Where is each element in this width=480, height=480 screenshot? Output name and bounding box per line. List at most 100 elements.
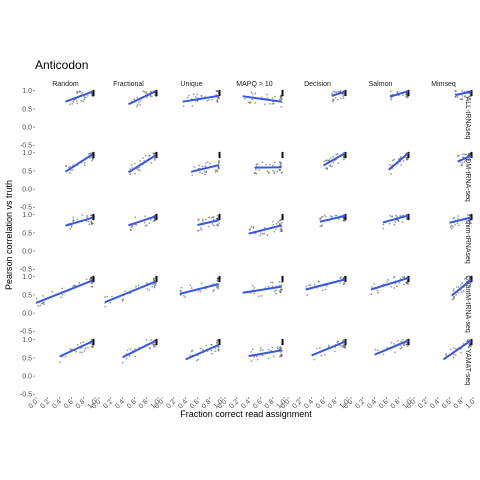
- fit-line: [449, 216, 472, 224]
- scatter-point: [204, 165, 206, 167]
- scatter-point: [218, 213, 221, 216]
- scatter-point: [323, 160, 326, 163]
- scatter-point: [251, 284, 254, 287]
- scatter-point: [206, 161, 209, 164]
- scatter-point: [281, 97, 283, 100]
- scatter-point: [201, 172, 204, 175]
- scatter-point: [148, 154, 151, 157]
- scatter-point: [470, 151, 473, 154]
- scatter-point: [153, 219, 156, 221]
- scatter-point: [90, 222, 93, 225]
- y-tick-label: 0.5: [22, 168, 32, 175]
- facet-panel: [319, 213, 347, 228]
- scatter-point: [218, 151, 221, 154]
- scatter-point: [71, 169, 74, 171]
- scatter-point: [391, 159, 394, 162]
- scatter-point: [468, 157, 471, 160]
- scatter-point: [136, 168, 139, 170]
- fit-line: [185, 343, 220, 361]
- scatter-point: [394, 351, 396, 354]
- scatter-point: [217, 286, 220, 288]
- scatter-point: [454, 347, 457, 350]
- scatter-point: [453, 296, 456, 298]
- scatter-point: [343, 158, 345, 161]
- scatter-point: [135, 224, 138, 226]
- scatter-point: [390, 341, 393, 344]
- scatter-point: [214, 169, 217, 172]
- scatter-point: [91, 285, 94, 288]
- x-tick-label: 0.8: [453, 398, 465, 410]
- facet-panel: [179, 275, 221, 299]
- scatter-point: [194, 96, 197, 98]
- scatter-point: [465, 153, 467, 156]
- scatter-point: [64, 164, 67, 167]
- scatter-point: [152, 283, 155, 286]
- scatter-point: [271, 285, 274, 288]
- x-tick-label: 1.0: [276, 398, 288, 410]
- fit-line: [388, 152, 409, 171]
- scatter-point: [203, 170, 206, 173]
- scatter-point: [139, 159, 141, 162]
- scatter-point: [41, 302, 43, 305]
- scatter-point: [332, 161, 335, 164]
- scatter-point: [151, 343, 154, 346]
- fit-line: [128, 90, 157, 106]
- scatter-point: [195, 359, 198, 362]
- scatter-point: [104, 296, 106, 298]
- x-tick-label: 0.8: [264, 398, 276, 410]
- scatter-point: [400, 340, 403, 343]
- scatter-point: [463, 161, 466, 163]
- scatter-point: [193, 166, 196, 169]
- scatter-point: [450, 224, 453, 227]
- scatter-point: [452, 289, 455, 292]
- scatter-point: [83, 98, 86, 101]
- scatter-point: [261, 161, 264, 164]
- scatter-point: [405, 156, 408, 159]
- scatter-point: [406, 345, 409, 348]
- scatter-point: [337, 340, 340, 343]
- scatter-point: [455, 294, 458, 296]
- scatter-point: [272, 355, 275, 358]
- scatter-point: [344, 275, 347, 278]
- scatter-point: [189, 354, 192, 357]
- y-tick-label: 0.0: [22, 186, 32, 193]
- scatter-point: [281, 89, 284, 92]
- scatter-point: [200, 95, 203, 98]
- scatter-point: [141, 157, 144, 159]
- scatter-point: [71, 102, 74, 105]
- fit-line: [182, 94, 219, 103]
- scatter-point: [187, 94, 190, 97]
- scatter-point: [376, 349, 379, 352]
- scatter-point: [250, 225, 253, 228]
- scatter-point: [88, 278, 91, 281]
- scatter-point: [405, 343, 407, 346]
- scatter-point: [215, 89, 218, 92]
- y-tick-label: -0.5: [20, 205, 32, 212]
- scatter-point: [261, 349, 264, 351]
- scatter-point: [337, 90, 340, 93]
- strip-label-col: Unique: [180, 81, 202, 88]
- x-tick-label: 0.2: [165, 398, 177, 410]
- scatter-point: [326, 167, 329, 170]
- scatter-point: [394, 214, 397, 217]
- scatter-point: [391, 215, 394, 218]
- scatter-point: [210, 343, 213, 346]
- x-tick-label: 0.6: [441, 398, 453, 410]
- scatter-point: [126, 349, 129, 352]
- scatter-point: [452, 225, 454, 228]
- scatter-point: [393, 223, 396, 226]
- scatter-point: [325, 215, 327, 218]
- scatter-point: [150, 90, 152, 93]
- scatter-point: [461, 153, 464, 156]
- scatter-point: [70, 226, 73, 229]
- facet-panel: [182, 89, 221, 108]
- scatter-point: [470, 275, 473, 278]
- scatter-point: [79, 351, 81, 354]
- scatter-point: [145, 91, 148, 93]
- scatter-point: [212, 290, 215, 293]
- scatter-point: [256, 358, 259, 361]
- scatter-point: [179, 294, 182, 297]
- fit-line: [331, 90, 346, 97]
- x-tick-label: 0.4: [51, 398, 63, 410]
- fit-line: [457, 154, 472, 163]
